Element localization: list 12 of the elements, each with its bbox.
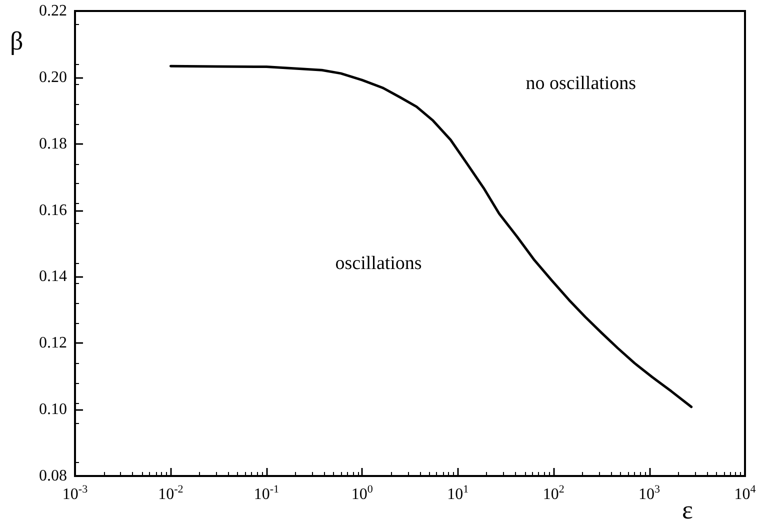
y-tick-label: 0.14 [39,268,67,286]
y-tick-label: 0.18 [39,135,67,152]
y-axis-title: β [10,26,24,56]
y-tick-label: 0.12 [39,334,67,352]
y-tick-label: 0.10 [39,401,67,418]
y-tick-label: 0.16 [39,202,67,219]
annotation: no oscillations [526,73,636,94]
y-tick-label: 0.08 [39,468,67,484]
annotation: oscillations [335,252,422,274]
y-tick-label: 0.22 [39,2,67,20]
x-axis-title: ε [682,496,693,524]
y-tick-label: 0.20 [39,68,67,86]
